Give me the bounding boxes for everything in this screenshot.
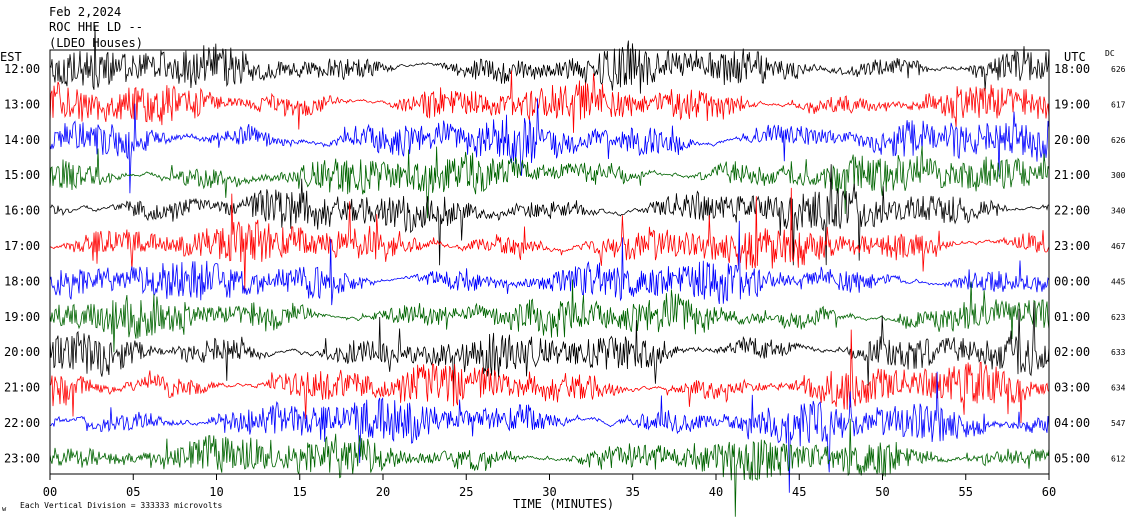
- x-tick-label: 40: [709, 485, 723, 499]
- trace-line: [49, 187, 1050, 291]
- est-tick-label: 21:00: [4, 381, 40, 395]
- est-tick-label: 13:00: [4, 97, 40, 111]
- est-tick-label: 18:00: [4, 274, 40, 288]
- chart-date: Feb 2,2024: [49, 5, 121, 19]
- utc-labels: 18:00 19:00 20:00 21:00 22:00 23:00 00:00 01:00…: [1054, 62, 1090, 465]
- x-axis: 00 05 10 15 20 25 30 35 40 45 50 55 60: [43, 474, 1056, 499]
- utc-tick-label: 18:00: [1054, 62, 1090, 76]
- utc-tick-label: 00:00: [1054, 274, 1090, 288]
- chart-clipped-line: (LDEO Houses): [49, 36, 143, 50]
- est-tick-label: 16:00: [4, 204, 40, 218]
- dc-value: 634: [1111, 384, 1126, 393]
- x-tick-label: 10: [209, 485, 223, 499]
- est-tick-label: 14:00: [4, 133, 40, 147]
- x-tick-label: 05: [126, 485, 140, 499]
- trace-line: [49, 279, 1050, 353]
- est-tick-label: 17:00: [4, 239, 40, 253]
- dc-labels: 626 617 626 300 340 467 445 623 633 634 547 612: [1111, 65, 1126, 463]
- utc-tick-label: 23:00: [1054, 239, 1090, 253]
- est-tick-label: 23:00: [4, 451, 40, 465]
- dc-value: 633: [1111, 348, 1126, 357]
- utc-tick-label: 05:00: [1054, 451, 1090, 465]
- x-tick-label: 00: [43, 485, 57, 499]
- utc-tick-label: 19:00: [1054, 97, 1090, 111]
- trace-line: [49, 302, 1050, 391]
- est-tick-label: 22:00: [4, 416, 40, 430]
- utc-tick-label: 21:00: [1054, 168, 1090, 182]
- trace-group: [49, 25, 1050, 517]
- trace-line: [49, 70, 1050, 133]
- x-tick-label: 30: [542, 485, 556, 499]
- dc-value: 300: [1111, 171, 1126, 180]
- utc-tick-label: 01:00: [1054, 310, 1090, 324]
- est-axis-title: EST: [0, 50, 22, 64]
- utc-tick-label: 04:00: [1054, 416, 1090, 430]
- x-tick-label: 35: [626, 485, 640, 499]
- est-tick-label: 12:00: [4, 62, 40, 76]
- est-tick-label: 19:00: [4, 310, 40, 324]
- x-tick-label: 50: [875, 485, 889, 499]
- trace-line: [49, 329, 1050, 424]
- dc-value: 340: [1111, 207, 1126, 216]
- utc-tick-label: 03:00: [1054, 381, 1090, 395]
- utc-axis-title: UTC: [1064, 50, 1086, 64]
- dc-value: 445: [1111, 277, 1126, 286]
- utc-tick-label: 20:00: [1054, 133, 1090, 147]
- trace-line: [49, 145, 1050, 219]
- dc-value: 626: [1111, 65, 1126, 74]
- est-labels: 12:00 13:00 14:00 15:00 16:00 17:00 18:00 19:00…: [4, 62, 40, 465]
- utc-tick-label: 02:00: [1054, 345, 1090, 359]
- dc-value: 626: [1111, 136, 1126, 145]
- dc-column-title: DC: [1105, 49, 1115, 58]
- x-tick-label: 60: [1042, 485, 1056, 499]
- x-tick-label: 45: [792, 485, 806, 499]
- footer-mark: w: [2, 505, 7, 513]
- trace-line: [49, 98, 1050, 194]
- division-note: Each Vertical Division = 333333 microvol…: [20, 501, 222, 510]
- est-tick-label: 15:00: [4, 168, 40, 182]
- trace-line: [49, 25, 1050, 94]
- x-tick-label: 20: [376, 485, 390, 499]
- dc-value: 623: [1111, 313, 1126, 322]
- dc-value: 467: [1111, 242, 1126, 251]
- trace-line: [49, 220, 1050, 306]
- trace-line: [49, 371, 1050, 493]
- dc-value: 617: [1111, 100, 1126, 109]
- x-axis-label: TIME (MINUTES): [513, 497, 614, 511]
- utc-tick-label: 22:00: [1054, 204, 1090, 218]
- chart-station: ROC HHE LD --: [49, 20, 143, 34]
- dc-value: 612: [1111, 454, 1126, 463]
- x-tick-label: 25: [459, 485, 473, 499]
- trace-line: [49, 164, 1050, 266]
- x-tick-label: 15: [293, 485, 307, 499]
- est-tick-label: 20:00: [4, 345, 40, 359]
- x-tick-label: 55: [959, 485, 973, 499]
- dc-value: 547: [1111, 419, 1126, 428]
